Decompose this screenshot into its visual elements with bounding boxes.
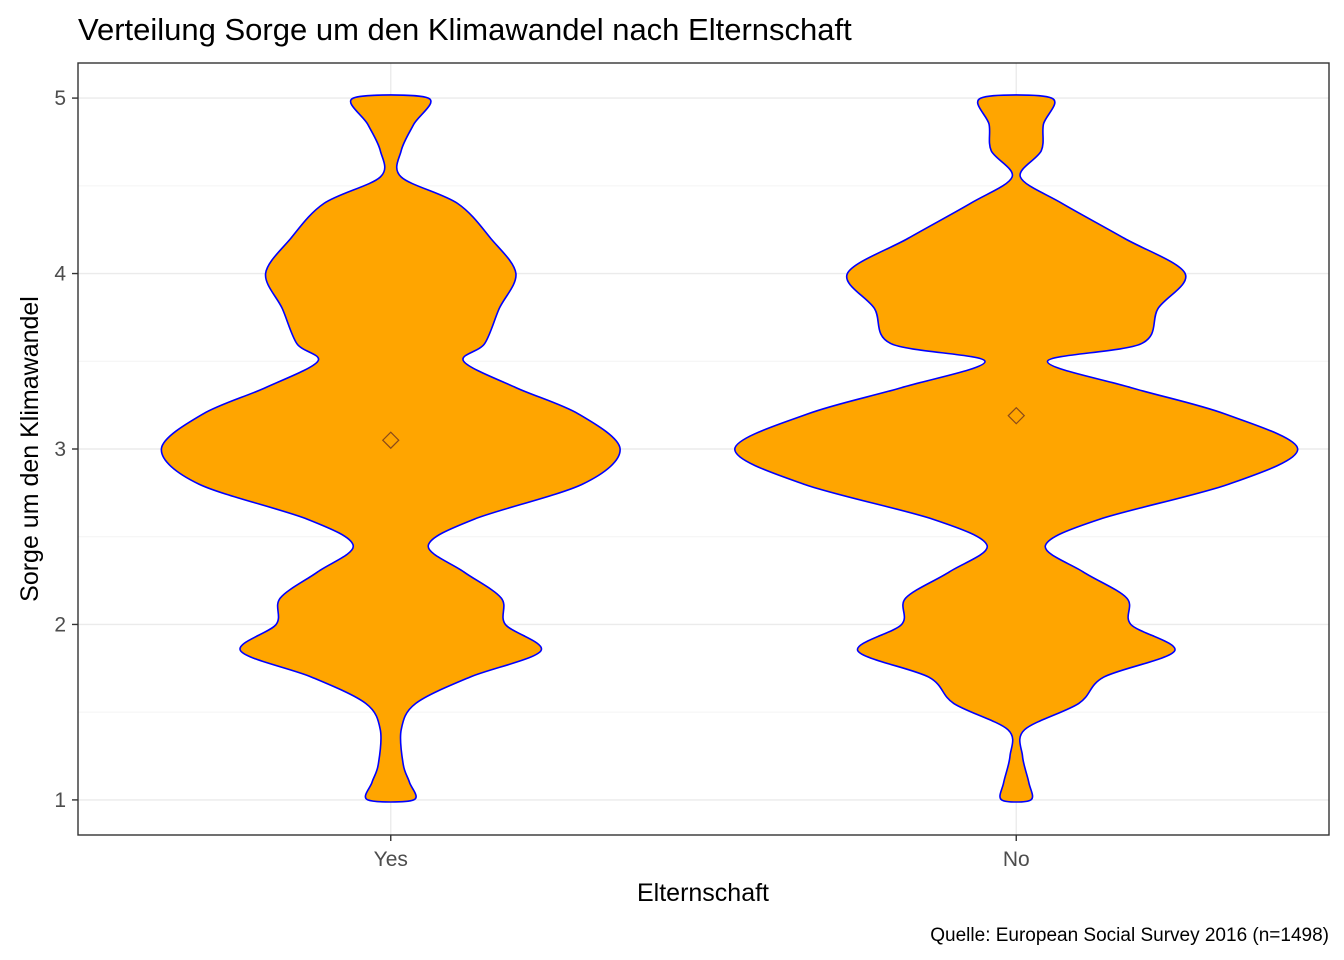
y-tick-label: 4 [54,263,66,286]
x-tick-label: No [1003,848,1030,871]
x-axis: Yes No [374,835,1030,871]
source-caption: Quelle: European Social Survey 2016 (n=1… [930,925,1329,946]
mean-marker-no [1007,406,1026,425]
violin-no [733,94,1299,803]
y-axis-title: Sorge um den Klimawandel [16,296,44,602]
y-tick-label: 5 [54,87,66,110]
y-tick-label: 1 [54,789,66,812]
x-axis-title: Elternschaft [637,879,769,907]
y-tick-label: 3 [54,438,66,461]
x-tick-label: Yes [374,848,408,871]
y-tick-label: 2 [54,613,66,636]
mean-markers [381,406,1026,450]
y-axis: 1 2 3 4 5 [54,87,78,812]
mean-marker-yes [381,431,400,450]
chart-title: Verteilung Sorge um den Klimawandel nach… [78,12,852,47]
